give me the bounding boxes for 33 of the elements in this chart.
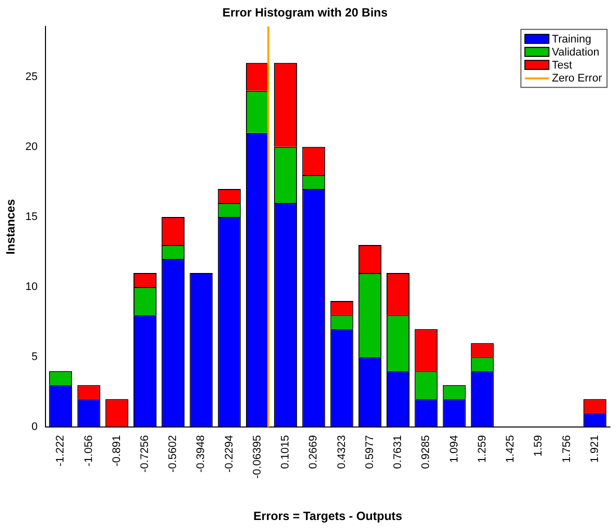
y-tick-label: 25 <box>25 70 38 83</box>
legend-label: Validation <box>552 46 600 58</box>
x-axis-title: Errors = Targets - Outputs <box>253 509 403 524</box>
x-tick-label: 1.094 <box>448 435 460 463</box>
x-tick-label: 0.7631 <box>392 435 404 469</box>
x-tick-label: 0.4323 <box>336 435 348 469</box>
y-tick-label: 0 <box>32 421 38 434</box>
y-tick-label: 15 <box>25 211 38 224</box>
y-tick-label: 20 <box>25 140 38 153</box>
x-tick-label: 0.9285 <box>420 435 432 469</box>
x-tick-label: -0.7256 <box>139 435 152 472</box>
chart-title: Error Histogram with 20 Bins <box>222 6 388 20</box>
x-tick-label: -0.3948 <box>195 435 208 472</box>
y-tick-label: 5 <box>32 351 38 364</box>
x-tick-label: -0.2294 <box>223 435 236 472</box>
x-tick-label: 1.259 <box>476 435 488 463</box>
x-tick-label: -1.222 <box>54 435 67 466</box>
x-tick-label: 1.921 <box>588 435 601 463</box>
x-tick-label: -0.5602 <box>167 435 180 472</box>
x-tick-label: -0.891 <box>110 435 123 466</box>
legend-label: Zero Error <box>552 72 602 84</box>
legend-label: Test <box>552 59 572 72</box>
x-tick-label: 1.756 <box>560 435 573 463</box>
y-axis-title: Instances <box>4 198 18 254</box>
x-tick-label: -1.056 <box>82 435 95 466</box>
x-tick-label: 1.425 <box>504 435 517 463</box>
x-tick-label: 1.59 <box>532 435 545 457</box>
x-tick-label: -0.06395 <box>251 435 264 479</box>
x-tick-label: 0.1015 <box>280 435 292 469</box>
x-tick-label: 0.2669 <box>308 435 320 469</box>
legend-label: Training <box>552 33 592 46</box>
y-tick-label: 10 <box>25 281 38 294</box>
x-tick-label: 0.5977 <box>364 435 376 469</box>
